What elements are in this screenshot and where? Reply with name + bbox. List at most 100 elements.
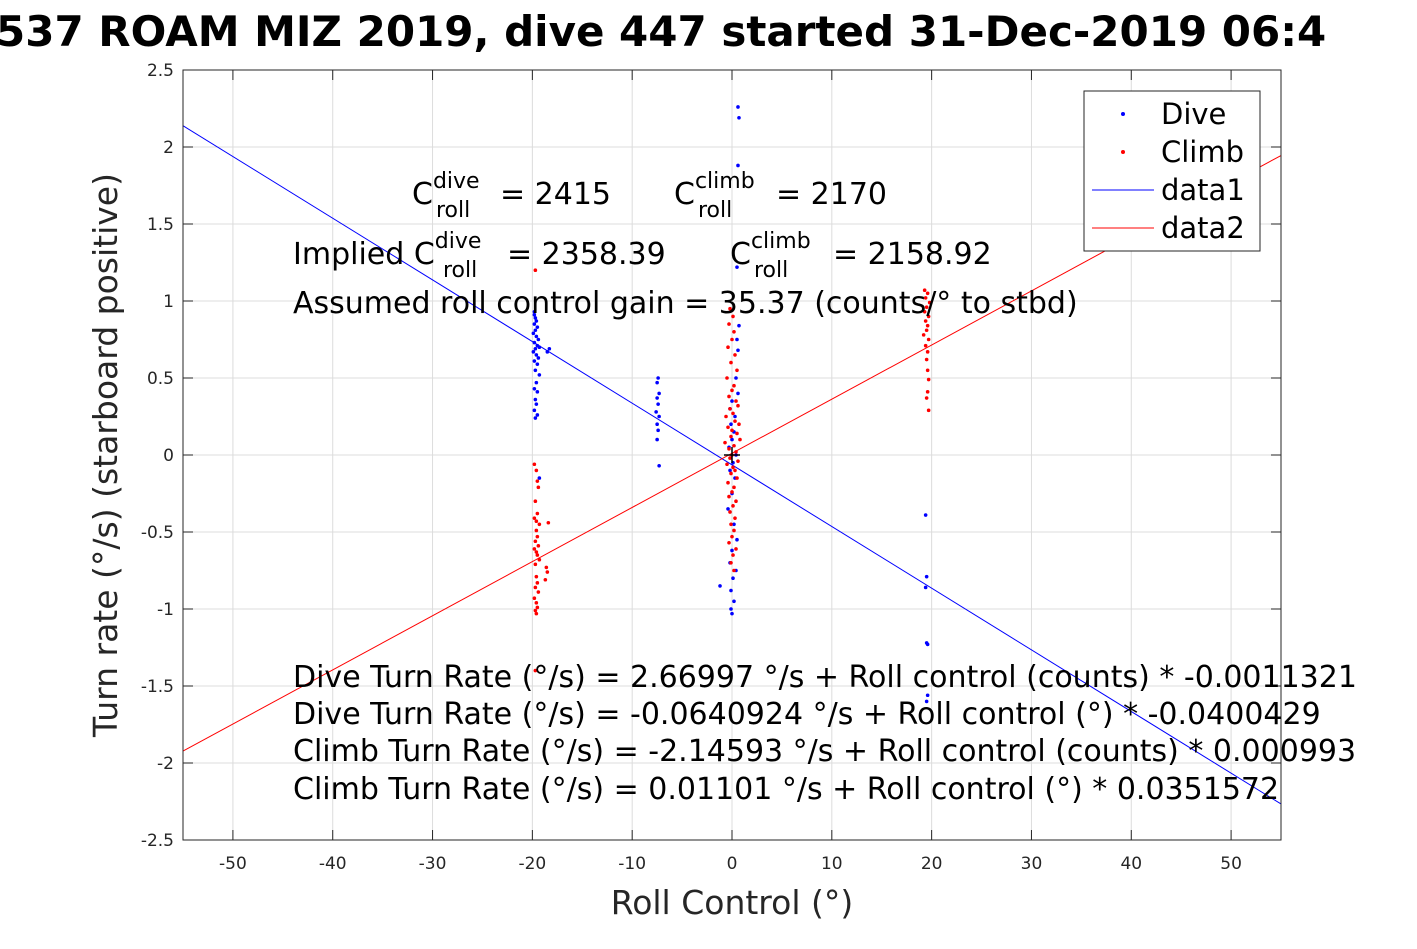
point-climb (923, 343, 928, 348)
point-dive (924, 699, 929, 704)
legend: Dive Climb data1 data2 (1083, 90, 1261, 252)
point-dive (533, 397, 538, 402)
point-climb (924, 305, 929, 309)
point-dive (534, 380, 539, 385)
point-dive (534, 334, 539, 339)
y-tick-label: 1.5 (147, 215, 174, 235)
point-climb (727, 394, 731, 399)
point-climb (537, 522, 542, 527)
point-climb (732, 383, 736, 388)
legend-label-data2: data2 (1161, 211, 1245, 245)
point-climb (532, 547, 537, 551)
point-climb (532, 462, 537, 467)
legend-label-climb: Climb (1161, 135, 1244, 169)
point-climb (926, 314, 931, 319)
point-dive (729, 422, 733, 427)
point-climb (729, 561, 733, 565)
point-dive (736, 163, 740, 168)
point-dive (731, 576, 735, 580)
point-dive (657, 463, 661, 468)
point-dive (532, 313, 537, 317)
point-dive (537, 345, 542, 350)
point-dive (532, 386, 537, 391)
point-climb (736, 459, 740, 463)
point-climb (535, 553, 540, 557)
point-climb (734, 499, 738, 504)
point-dive (730, 548, 734, 553)
point-dive (728, 468, 732, 473)
point-climb (544, 565, 549, 570)
point-climb (732, 528, 736, 533)
point-climb (735, 368, 739, 373)
point-climb (730, 428, 734, 433)
point-climb (729, 471, 733, 476)
point-climb (731, 314, 735, 319)
point-climb (723, 440, 727, 445)
point-climb (534, 574, 539, 579)
point-dive (536, 337, 541, 342)
point-climb (727, 540, 731, 545)
point-climb (534, 468, 539, 473)
point-climb (927, 300, 932, 305)
point-climb (926, 408, 931, 413)
point-climb (725, 376, 729, 380)
point-climb (733, 419, 737, 423)
y-tick-label: 0.5 (147, 369, 174, 389)
point-dive (532, 340, 537, 345)
point-dive (925, 642, 930, 647)
x-tick-label: 40 (1120, 854, 1142, 874)
point-dive (736, 348, 740, 353)
fit-line-data1 (182, 125, 1282, 805)
equation-3: Climb Turn Rate (°/s) = -2.14593 °/s + R… (293, 734, 1356, 769)
point-dive (735, 537, 739, 542)
point-climb (925, 323, 930, 328)
point-dive (732, 522, 736, 527)
point-climb (924, 328, 929, 333)
point-climb (728, 456, 732, 460)
point-dive (732, 599, 736, 604)
point-climb (533, 268, 538, 273)
c-roll-climb-sub: roll (698, 198, 732, 223)
point-dive (532, 322, 537, 326)
point-dive (656, 428, 660, 433)
y-tick-label: 2 (163, 138, 174, 158)
c-roll-dive-annotation: Cdive (412, 169, 480, 212)
point-climb (533, 499, 538, 504)
implied-climb-annotation: Cclimb (730, 229, 811, 272)
point-climb (728, 407, 732, 411)
point-dive (656, 376, 660, 380)
point-climb (729, 434, 733, 439)
point-climb (532, 516, 537, 520)
point-dive (729, 588, 733, 593)
point-dive (735, 265, 739, 269)
point-dive (737, 323, 741, 328)
y-axis-label: Turn rate (°/s) (starboard positive) (86, 173, 125, 738)
origin-marker (724, 447, 740, 463)
implied-dive-annotation: Implied Cdive (293, 229, 481, 272)
point-climb (926, 337, 931, 342)
point-dive (532, 309, 537, 314)
point-climb (731, 504, 735, 508)
point-climb (724, 414, 728, 419)
point-climb (727, 447, 731, 451)
equation-4: Climb Turn Rate (°/s) = 0.01101 °/s + Ro… (293, 772, 1279, 807)
ticks: -50 -40 -30 -20 -10 0 10 20 30 40 50 2.5 2 1.5 1 0.5 0 -0… (141, 61, 1281, 874)
x-tick-label: 0 (727, 854, 738, 874)
point-climb (731, 465, 735, 470)
point-climb (925, 291, 930, 296)
x-tick-label: -50 (219, 854, 247, 874)
point-dive (535, 390, 540, 394)
point-dive (531, 331, 536, 336)
point-climb (535, 511, 540, 516)
x-tick-label: 20 (921, 854, 943, 874)
point-climb (925, 368, 930, 373)
point-dive (730, 399, 734, 403)
point-dive (736, 105, 740, 109)
c-roll-climb-value: = 2170 (776, 177, 887, 212)
point-climb (922, 309, 927, 314)
point-dive (532, 359, 537, 363)
point-climb (921, 333, 926, 337)
point-climb (536, 590, 541, 594)
point-climb (732, 485, 736, 490)
point-dive (533, 316, 538, 320)
